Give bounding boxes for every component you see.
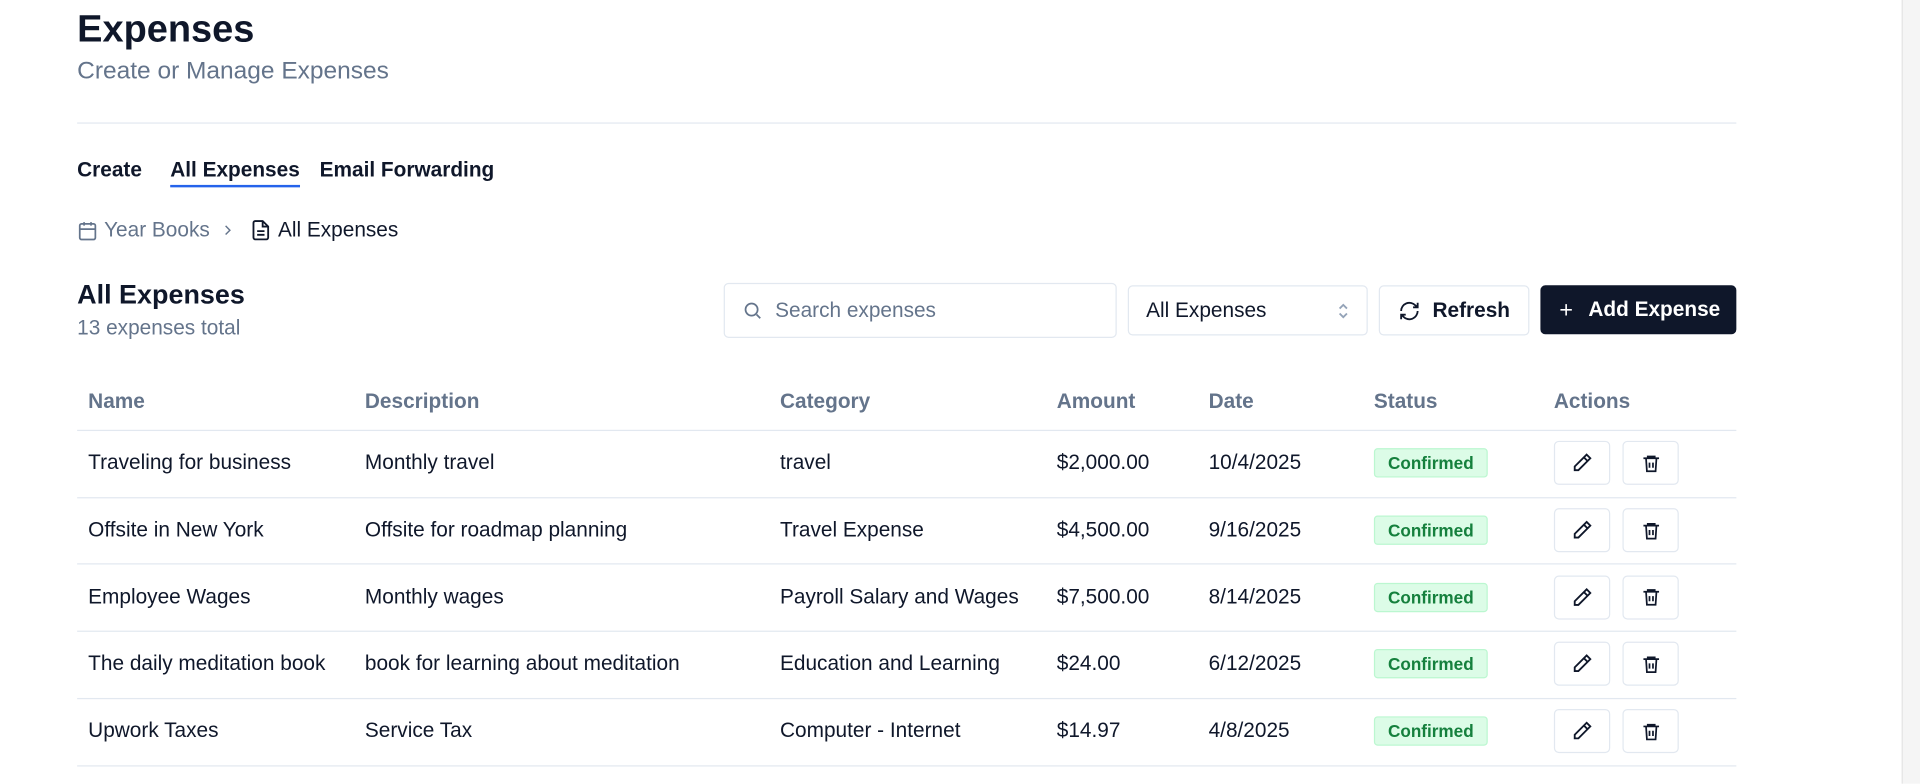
table-cell: Service Tax bbox=[364, 718, 473, 743]
edit-button[interactable] bbox=[1553, 508, 1611, 553]
add-button[interactable]: Add Expense bbox=[1540, 285, 1737, 335]
search-placeholder: Search expenses bbox=[775, 298, 936, 322]
delete-icon bbox=[1642, 723, 1659, 740]
tab[interactable]: All Expenses bbox=[170, 158, 300, 188]
status-badge: Confirmed bbox=[1373, 716, 1488, 746]
table-cell: The daily meditation book bbox=[88, 651, 326, 676]
table-cell: 4/8/2025 bbox=[1208, 718, 1290, 743]
page-title: Expenses bbox=[77, 7, 255, 51]
delete-icon bbox=[1642, 656, 1659, 673]
edit-button[interactable] bbox=[1553, 709, 1611, 754]
table-cell: book for learning about meditation bbox=[364, 651, 680, 676]
table-cell: Employee Wages bbox=[88, 585, 251, 609]
divider bbox=[77, 122, 1737, 124]
table-cell: Monthly wages bbox=[364, 585, 504, 609]
table-cell: Travel Expense bbox=[780, 518, 924, 542]
file-icon bbox=[252, 220, 270, 241]
edit-icon bbox=[1573, 654, 1592, 673]
scrollbar bbox=[1901, 0, 1920, 784]
table-cell: Education and Learning bbox=[780, 651, 1000, 676]
table-cell: Payroll Salary and Wages bbox=[780, 585, 1019, 609]
table-cell: Monthly travel bbox=[364, 451, 495, 475]
table-cell: 8/14/2025 bbox=[1208, 585, 1302, 609]
tab[interactable]: Create bbox=[77, 157, 142, 182]
row-divider bbox=[77, 764, 1737, 766]
column-header: Name bbox=[88, 389, 145, 413]
edit-icon bbox=[1573, 520, 1592, 539]
table-cell: Computer - Internet bbox=[780, 718, 961, 743]
table-cell: Upwork Taxes bbox=[88, 718, 219, 743]
section-count: 13 expenses total bbox=[77, 315, 241, 340]
table-cell: travel bbox=[780, 451, 831, 475]
row-divider bbox=[77, 697, 1737, 699]
delete-button[interactable] bbox=[1622, 709, 1679, 754]
column-header: Amount bbox=[1056, 389, 1136, 413]
edit-icon bbox=[1573, 453, 1592, 472]
delete-button[interactable] bbox=[1622, 508, 1679, 553]
refresh-icon bbox=[1400, 301, 1419, 320]
status-badge: Confirmed bbox=[1373, 582, 1488, 612]
filter-value: All Expenses bbox=[1146, 298, 1267, 322]
table-cell: 9/16/2025 bbox=[1208, 518, 1302, 542]
delete-icon bbox=[1642, 522, 1659, 539]
delete-icon bbox=[1642, 455, 1659, 472]
edit-button[interactable] bbox=[1553, 642, 1611, 687]
delete-icon bbox=[1642, 589, 1659, 606]
table-cell: Traveling for business bbox=[88, 451, 292, 475]
page-subtitle: Create or Manage Expenses bbox=[77, 57, 389, 85]
table-cell: Offsite in New York bbox=[88, 518, 264, 542]
edit-button[interactable] bbox=[1553, 575, 1611, 620]
status-badge: Confirmed bbox=[1373, 649, 1488, 679]
breadcrumb-link[interactable]: Year Books bbox=[104, 217, 210, 242]
table-cell: $2,000.00 bbox=[1056, 451, 1150, 475]
row-divider bbox=[77, 496, 1737, 498]
edit-icon bbox=[1573, 587, 1592, 606]
plus-icon bbox=[1560, 304, 1573, 316]
edit-icon bbox=[1573, 721, 1592, 740]
section-title: All Expenses bbox=[77, 279, 245, 310]
breadcrumb-current: All Expenses bbox=[277, 217, 399, 242]
search-icon bbox=[744, 302, 761, 319]
calendar-icon bbox=[78, 222, 97, 241]
select-icon bbox=[1338, 302, 1348, 318]
edit-button[interactable] bbox=[1553, 441, 1611, 486]
delete-button[interactable] bbox=[1622, 575, 1679, 620]
column-header: Status bbox=[1373, 389, 1438, 413]
filter-select[interactable]: All Expenses bbox=[1127, 285, 1368, 336]
table-cell: $7,500.00 bbox=[1056, 585, 1150, 609]
status-badge: Confirmed bbox=[1373, 448, 1488, 478]
add-label: Add Expense bbox=[1588, 297, 1721, 321]
table-cell: $4,500.00 bbox=[1056, 518, 1150, 542]
refresh-label: Refresh bbox=[1432, 298, 1510, 322]
delete-button[interactable] bbox=[1622, 642, 1679, 687]
delete-button[interactable] bbox=[1622, 441, 1679, 486]
row-divider bbox=[77, 429, 1737, 432]
table-cell: 10/4/2025 bbox=[1208, 451, 1302, 475]
column-header: Actions bbox=[1553, 389, 1631, 413]
refresh-button[interactable]: Refresh bbox=[1378, 285, 1530, 336]
table-cell: Offsite for roadmap planning bbox=[364, 518, 628, 542]
table-cell: $14.97 bbox=[1056, 718, 1121, 743]
column-header: Date bbox=[1208, 389, 1254, 413]
search-input[interactable]: Search expenses bbox=[723, 282, 1117, 338]
row-divider bbox=[77, 630, 1737, 632]
column-header: Description bbox=[364, 389, 480, 413]
column-header: Category bbox=[780, 389, 871, 413]
table-cell: 6/12/2025 bbox=[1208, 651, 1302, 676]
status-badge: Confirmed bbox=[1373, 515, 1488, 545]
table-cell: $24.00 bbox=[1056, 651, 1121, 676]
tab[interactable]: Email Forwarding bbox=[319, 157, 495, 182]
row-divider bbox=[77, 563, 1737, 565]
chevron-icon bbox=[225, 225, 231, 235]
